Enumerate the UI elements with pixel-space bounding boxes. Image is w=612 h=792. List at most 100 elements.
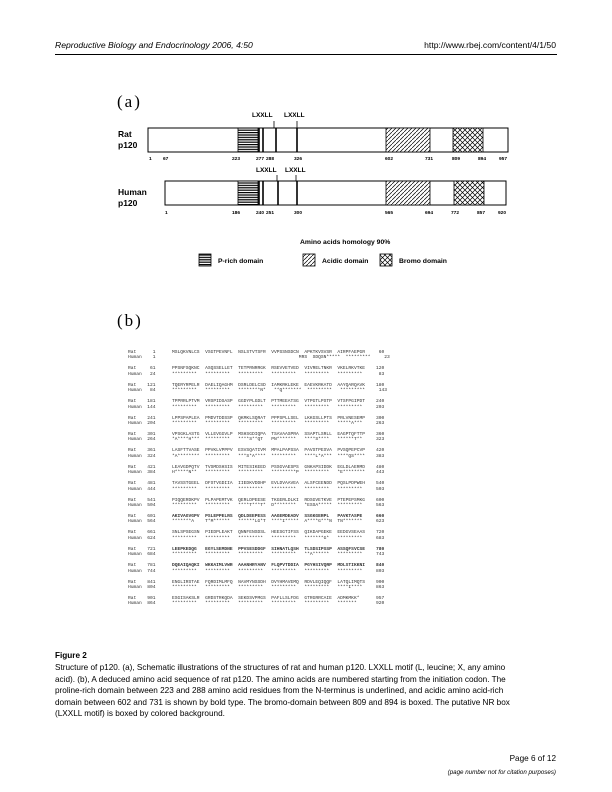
human-label-2: p120	[118, 198, 138, 208]
sequence-row: Human 324 *A******** ********* ***S*A****…	[128, 454, 384, 459]
sequence-row-label: Rat 841	[128, 579, 156, 585]
legend-bromo-swatch	[379, 253, 393, 267]
sequence-row-text: DQEAIQAQKI WKKAIMLVWR AAANHRYANV FLQPVTD…	[172, 563, 385, 569]
sequence-row-text: SNLSPSEGSN PIEDPLEAKT QNNFENSDSL HEESGTI…	[172, 530, 385, 536]
sequence-row-label: Rat 301	[128, 432, 156, 437]
sequence-row-text: *A******** ********* ***S*A**** ********…	[172, 453, 385, 459]
sequence-row-label: Human 744	[128, 568, 156, 574]
human-bromo-domain	[453, 180, 485, 206]
sequence-row-label: Rat 61	[128, 366, 156, 372]
sequence-row-label: Rat 721	[128, 546, 156, 552]
panel-b-label: (b)	[117, 311, 143, 330]
legend-bromo-label: Bromo domain	[399, 258, 447, 265]
sequence-row: Human 564 *******A T*M****** ******LG*T *…	[128, 519, 384, 524]
sequence-row-text: ********* ********* ********* ********* …	[172, 568, 385, 574]
legend-acidic-label: Acidic domain	[322, 258, 368, 265]
sequence-row-text: ********* ********* ********* ********* …	[172, 486, 385, 492]
sequence-row-text: LEEPKEDQG EGYLSEMDNE PPVSESDDGF SIHNATLQ…	[172, 546, 385, 552]
sequence-row-label: Human 564	[128, 519, 156, 525]
sequence-row-text: *A****H*** ********* ****S**QT PN*******…	[172, 437, 385, 443]
sequence-row: Human 24 ********* ********* ********* **…	[128, 372, 384, 377]
rat-tick: 326	[294, 156, 302, 162]
sequence-row-label: Human 264	[128, 437, 156, 443]
sequence-row: Rat 1 MSLQKVNLCS VSGTPEVNFL NSLSTVTSFR VV…	[128, 350, 384, 355]
caption-line: Structure of p120. (a), Schematic illust…	[55, 663, 506, 672]
rat-acidic-domain	[385, 127, 431, 153]
rat-bromo-domain	[452, 127, 484, 153]
sequence-row: Human 744 ********* ********* ********* *…	[128, 569, 384, 574]
sequence-row-label: Human 684	[128, 552, 156, 558]
sequence-row-text: PIQQERDKPV PLPAPEMTVK QERLDPEESE TKGERLD…	[172, 497, 385, 503]
human-tick: 857	[477, 210, 485, 216]
sequence-row-label: Human 1	[128, 355, 156, 361]
sequence-row: Rat 121 TQERYRPELR DAELIQAGHM DSRLDELCSD …	[128, 383, 384, 388]
sequence-row: Rat 661 SNLSPSEGSN PIEDPLEAKT QNNFENSDSL …	[128, 530, 384, 535]
sequence-row-text: ********* ********* ********* ********* …	[172, 535, 385, 541]
human-protein-bar	[164, 180, 507, 206]
sequence-row-text: LEAVGDPQTV TVSMDSHSIS MITESIKEED PSSGVAE…	[172, 464, 385, 470]
sequence-row-text: ********* ********* ********* ********* …	[172, 371, 385, 377]
sequence-row-label: Human 624	[128, 535, 156, 541]
sequence-alignment: Rat 1 MSLQKVNLCS VSGTPEVNFL NSLSTVTSFR VV…	[128, 350, 568, 642]
sequence-row: Human 804 ********* ********* ********* *…	[128, 585, 384, 590]
rat-lxxll-1: LXXLL	[252, 112, 273, 119]
sequence-row-label: Human 84	[128, 388, 156, 394]
sequence-row-label: Rat 601	[128, 514, 156, 519]
sequence-row-text: LPPSPAPLEA PMDVTDDSSP QKMKLSQRAT PPPSPLL…	[172, 415, 385, 421]
rat-tick: 731	[425, 156, 433, 162]
sequence-row: Rat 61 PPSNFSQKNC ASQSSELLET TETPRNRRGK R…	[128, 366, 384, 371]
sequence-row-text: LASFTTVASE PPVKLVPPPV ESVSQATIVM MPALPAP…	[172, 448, 385, 454]
sequence-row-label: Human 864	[128, 601, 156, 607]
homology-label: Amino acids homology 90%	[300, 239, 390, 246]
sequence-row: Rat 901 ESGISAKSLR GRDSTRKQDA SEKDSVPMGS …	[128, 596, 384, 601]
sequence-row-text: TPPRRLPTVM VRSPIDSASP GGDYPLGDLT PTTMEEA…	[172, 399, 385, 405]
sequence-row-text: H*****N** ********* ********* *********P…	[172, 470, 385, 476]
sequence-row-text: AKIVAGVGPV PSLEPPELRS QDLDEEPESS AAGEMDE…	[172, 514, 385, 519]
rat-tick-labels: 1 67 223 277 288 326 602 731 809 894 957	[149, 156, 507, 162]
sequence-row: Human 384 H*****N** ********* ********* *…	[128, 470, 384, 475]
human-tick: 565	[385, 210, 393, 216]
sequence-row: Human 444 ********* ********* ********* *…	[128, 487, 384, 492]
human-prich-domain	[237, 180, 259, 206]
rat-tick: 223	[232, 156, 240, 162]
rat-tick: 602	[385, 156, 393, 162]
rat-tick: 809	[452, 156, 460, 162]
rat-protein-bar	[147, 127, 509, 153]
citation-note: (page number not for citation purposes)	[447, 769, 556, 776]
human-acidic-domain	[385, 180, 431, 206]
sequence-row: Human 1 MRS SDQSN***** ********* 23	[128, 355, 390, 360]
domain-schematic: Rat p120 LXXLL LXXLL 1 67 223 277 288 32…	[118, 112, 509, 267]
sequence-row: Rat 241 LPPSPAPLEA PMDVTDDSSP QKMKLSQRAT …	[128, 416, 384, 421]
rat-tick: 288	[266, 156, 274, 162]
figure-caption: Structure of p120. (a), Schematic illust…	[55, 662, 557, 720]
sequence-row-text: ********* ********* ********N* **Q******…	[172, 388, 388, 394]
header-rule	[55, 54, 557, 55]
sequence-row: Human 624 ********* ********* ********* *…	[128, 536, 384, 541]
sequence-row: Human 684 ********* ********* ********* *…	[128, 552, 384, 557]
panel-a-label: (a)	[117, 92, 142, 111]
sequence-row-label: Human 444	[128, 486, 156, 492]
sequence-row-label: Human 24	[128, 371, 156, 377]
sequence-row-text: *******A T*M****** ******LG*T ****I*****…	[172, 519, 385, 525]
sequence-row-label: Rat 361	[128, 448, 156, 454]
sequence-row-text: TQERYRPELR DAELIQAGHM DSRLDELCSD IAMKRKL…	[172, 382, 385, 388]
human-lxxll-2: LXXLL	[285, 167, 306, 174]
article-url[interactable]: http://www.rbej.com/content/4/1/50	[424, 40, 556, 50]
sequence-row: Human 504 ********* ********* ****T***T* …	[128, 503, 384, 508]
sequence-row-text: PPSNFSQKNC ASQSSELLET TETPRNRRGK RSEVVET…	[172, 366, 385, 372]
sequence-row-text: TAVSSTGEEL DFSTVGDIIA IIEDKVDDHP EVLDVAA…	[172, 481, 385, 487]
caption-line: (LXXLL motif) is boxed by colored backgr…	[55, 709, 225, 719]
legend-prich-label: P-rich domain	[218, 258, 263, 265]
sequence-row-label: Human 504	[128, 503, 156, 508]
sequence-row-label: Rat 481	[128, 481, 156, 487]
caption-line: acid). (b), A deduced amino acid sequenc…	[55, 674, 506, 684]
rat-prich-domain	[237, 127, 259, 153]
sequence-row-label: Rat 241	[128, 415, 156, 421]
sequence-row: Rat 721 LEEPKEDQG EGYLSEMDNE PPVSESDDGF S…	[128, 547, 384, 552]
sequence-row: Rat 301 VPSGKLASTG VLLEVGGVLP MSHSGDIQPA …	[128, 432, 384, 437]
human-tick-labels: 1 186 240 251 300 565 694 772 857 920	[165, 210, 506, 216]
sequence-row-label: Human 204	[128, 421, 156, 426]
human-tick: 186	[232, 210, 240, 216]
human-tick: 772	[451, 210, 459, 216]
rat-lxxll-2: LXXLL	[284, 112, 305, 119]
